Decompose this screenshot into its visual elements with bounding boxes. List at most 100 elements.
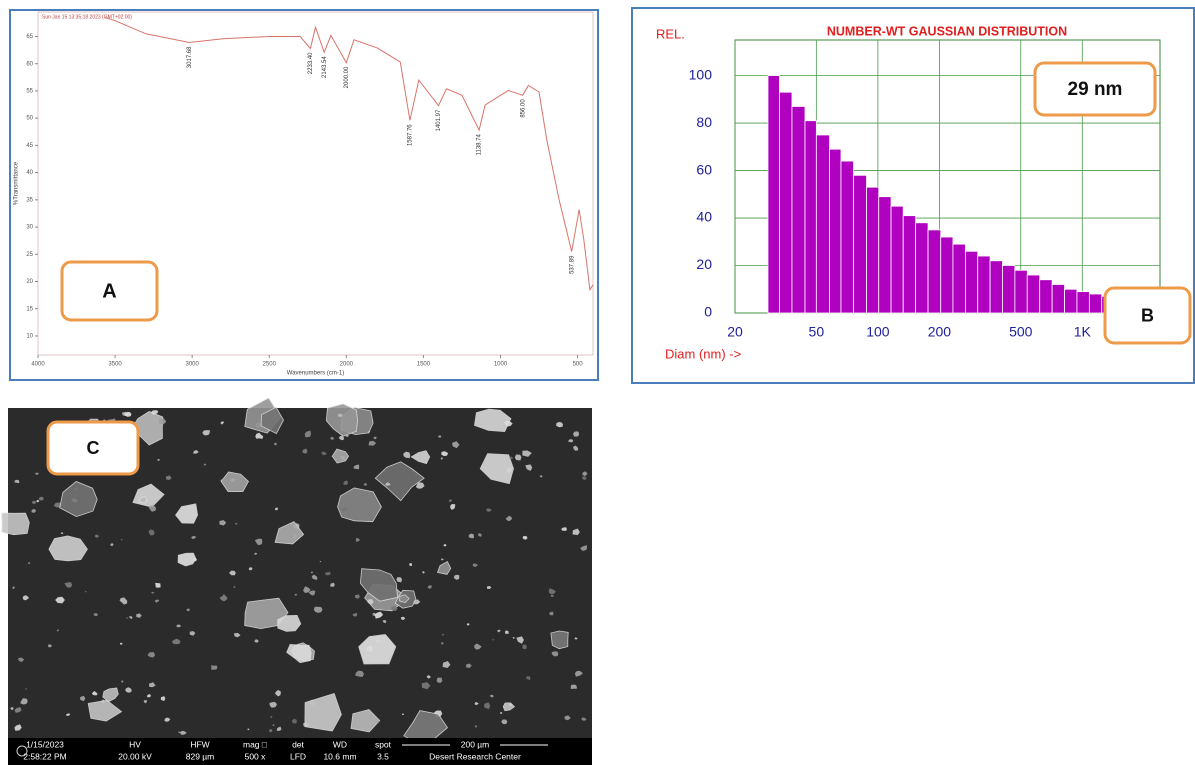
sem-info: 2:58:22 PM — [23, 751, 66, 761]
y-axis-label: REL. — [656, 26, 685, 41]
sem-info: 829 µm — [186, 751, 215, 761]
sem-info: mag □ — [243, 739, 267, 749]
x-tick-label: 500 — [573, 362, 584, 368]
y-tick-label: 20 — [696, 256, 712, 272]
bar — [1077, 292, 1089, 313]
bar — [768, 76, 779, 313]
panel-label: B — [1141, 305, 1154, 325]
bar — [941, 237, 953, 313]
bar — [830, 149, 841, 313]
x-tick-label: 20 — [727, 324, 743, 340]
peak-label: 2000.00 — [344, 66, 350, 88]
y-tick-label: 15 — [26, 306, 33, 312]
x-tick-label: 200 — [928, 324, 952, 340]
bar — [867, 187, 879, 313]
y-axis-label: %Transmittance — [14, 161, 20, 205]
body: {"chart_data": [ {"type": "line", "panel… — [0, 0, 1195, 765]
x-tick-label: 50 — [809, 324, 825, 340]
bar — [891, 206, 903, 313]
page: Characterization figure body { margin: 0… — [0, 0, 1195, 765]
particle — [211, 665, 217, 670]
bar — [1089, 294, 1101, 313]
bar — [805, 121, 816, 313]
panel-label: A — [102, 280, 116, 302]
y-tick-label: 30 — [26, 225, 33, 231]
sem-info: LFD — [290, 751, 306, 761]
bar — [879, 197, 891, 313]
header-text: Sun Jan 15 13:35:18 2023 (GMT+02:00) — [42, 14, 132, 20]
bar — [1027, 275, 1039, 313]
y-tick-label: 10 — [26, 334, 33, 340]
bar — [792, 106, 805, 313]
sem-info: det — [292, 739, 304, 749]
bar — [928, 230, 941, 313]
lab-name: Desert Research Center — [429, 751, 521, 761]
x-tick-label: 3000 — [185, 362, 199, 368]
peak-label: 1587.76 — [407, 124, 413, 146]
x-tick-label: 1K — [1074, 324, 1092, 340]
figure: 4000350030002500200015001000500101520253… — [0, 0, 1195, 765]
scale-label: 200 µm — [461, 739, 490, 749]
particle — [551, 631, 568, 649]
panel-label: C — [87, 438, 100, 458]
y-tick-label: 65 — [26, 34, 33, 40]
bar — [978, 256, 990, 313]
y-tick-label: 50 — [26, 116, 33, 122]
peak-label: 2143.54 — [322, 56, 328, 78]
x-tick-label: 100 — [866, 324, 890, 340]
x-tick-label: 4000 — [31, 362, 45, 368]
particle — [2, 513, 30, 535]
y-tick-label: 55 — [26, 89, 33, 95]
peak-label: 1138.74 — [477, 133, 483, 155]
x-tick-label: 2500 — [263, 362, 277, 368]
bar — [854, 175, 867, 313]
particle — [523, 645, 527, 649]
x-axis-label: Diam (nm) -> — [665, 346, 741, 361]
sem-info: HFW — [190, 739, 209, 749]
y-tick-label: 40 — [696, 209, 712, 225]
bar — [953, 244, 965, 313]
x-tick-label: 1500 — [417, 362, 431, 368]
bar — [990, 261, 1002, 313]
bar — [1065, 289, 1077, 313]
x-tick-label: 3500 — [108, 362, 122, 368]
chart-title: NUMBER-WT GAUSSIAN DISTRIBUTION — [827, 24, 1067, 38]
bar — [841, 161, 854, 313]
sem-info: spot — [375, 739, 392, 749]
sem-info: HV — [129, 739, 141, 749]
y-tick-label: 20 — [26, 279, 33, 285]
y-tick-label: 45 — [26, 143, 33, 149]
y-tick-label: 80 — [696, 114, 712, 130]
size-annotation: 29 nm — [1068, 79, 1123, 100]
peak-label: 856.00 — [520, 99, 526, 118]
bar — [916, 223, 928, 313]
x-tick-label: 1000 — [494, 362, 508, 368]
peak-label: 537.89 — [569, 255, 575, 274]
x-tick-label: 2000 — [340, 362, 354, 368]
y-tick-label: 40 — [26, 170, 33, 176]
y-tick-label: 0 — [704, 304, 712, 320]
panel-a-frame — [10, 10, 598, 380]
x-axis-label: Wavenumbers (cm-1) — [287, 371, 344, 377]
y-tick-label: 35 — [26, 197, 33, 203]
sem-info: 20.00 kV — [118, 751, 152, 761]
sem-info: 1/15/2023 — [26, 739, 64, 749]
bar — [1040, 280, 1052, 313]
y-tick-label: 60 — [26, 61, 33, 67]
bar — [816, 135, 829, 313]
y-tick-label: 25 — [26, 252, 33, 258]
particle — [155, 583, 161, 588]
sem-info: 10.6 mm — [323, 751, 356, 761]
peak-label: 2233.40 — [308, 52, 314, 74]
peak-label: 1401.97 — [436, 109, 442, 131]
bar — [1002, 266, 1014, 313]
sem-info: 500 x — [245, 751, 267, 761]
y-tick-label: 60 — [696, 161, 712, 177]
bar — [779, 92, 792, 313]
bar — [903, 216, 915, 313]
peak-label: 3017.68 — [187, 46, 193, 68]
bar — [965, 251, 977, 313]
bar — [1052, 285, 1064, 313]
sem-info: 3.5 — [377, 751, 389, 761]
x-tick-label: 500 — [1009, 324, 1033, 340]
